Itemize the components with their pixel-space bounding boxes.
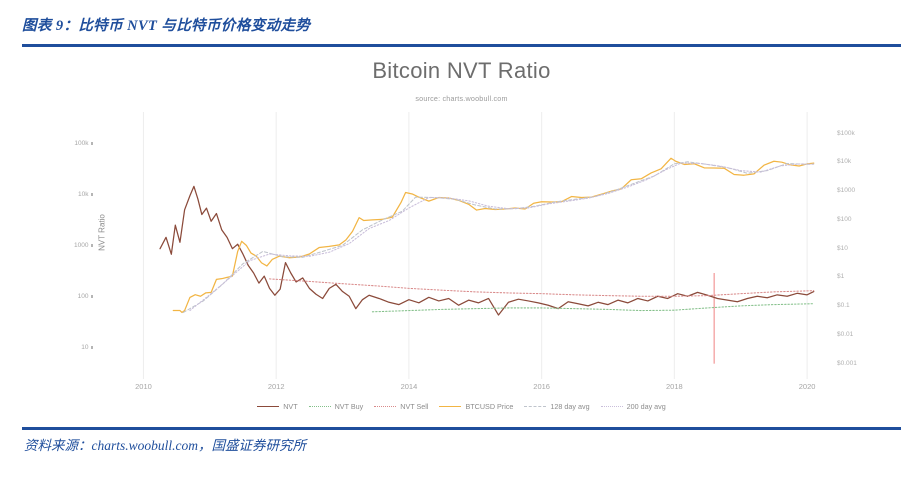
y-axis-label: NVT Ratio [97,214,107,251]
header-divider [22,44,901,47]
legend-item[interactable]: NVT Sell [374,402,428,411]
legend-swatch [600,406,623,407]
legend-label: BTCUSD Price [465,402,514,411]
series-line-nvt-buy [371,303,815,313]
legend-label: NVT Sell [400,402,429,411]
legend-item[interactable]: NVT Buy [308,402,364,411]
y-tick-label: 10 [33,344,93,351]
y2-tick-label: $0.1 [837,302,850,310]
legend-swatch [374,406,397,407]
y2-tick-label: $1 [837,273,845,281]
series-line-nvt-sell [269,278,815,297]
chart-container: Bitcoin NVT Ratio source: charts.woobull… [22,50,901,425]
y2-tick-label: $0.01 [837,330,854,338]
chart-legend: NVT NVT Buy NVT Sell BTCUSD Price 128 day av… [22,402,901,411]
legend-item[interactable]: BTCUSD Price [439,402,513,411]
y2-tick-label: $10 [837,244,848,252]
legend-swatch [308,406,331,407]
x-tick-label: 2018 [666,382,683,391]
legend-item[interactable]: 200 day avg [600,402,666,411]
legend-item[interactable]: 128 day avg [524,402,590,411]
x-tick-label: 2016 [533,382,550,391]
chart-subtitle: source: charts.woobull.com [415,94,508,103]
legend-label: NVT [283,402,298,411]
legend-label: 200 day avg [626,402,666,411]
y2-tick-label: $10k [837,158,852,166]
source-text: 资料来源：charts.woobull.com，国盛证券研究所 [24,438,306,453]
y-tick-label: 10k [33,191,93,198]
footer-divider [22,427,901,430]
y-tick-label: 100k [33,140,93,147]
legend-swatch [257,406,280,407]
series-line-128-day-avg [182,161,815,314]
legend-label: 128 day avg [550,402,590,411]
chart-title: Bitcoin NVT Ratio [372,58,551,83]
figure-title: 图表 9：比特币 NVT 与比特币价格变动走势 [22,18,311,34]
y2-tick-label: $1000 [837,187,856,195]
chart-series-svg [142,112,815,379]
figure-header: 图表 9：比特币 NVT 与比特币价格变动走势 [22,14,902,48]
x-tick-label: 2012 [267,382,285,391]
series-line-btcusd-price [172,157,815,314]
x-tick-label: 2020 [798,382,816,391]
legend-item[interactable]: NVT [257,402,298,411]
plot-area: NVT Ratio 100k 10k 1000 100 10 $100k $10k $100… [74,112,857,391]
x-tick-label: 2010 [135,382,152,391]
series-line-nvt [159,185,815,316]
figure-footer: 资料来源：charts.woobull.com，国盛证券研究所 [24,434,904,458]
y-tick-label: 100 [33,293,93,300]
y2-tick-label: $100 [837,215,852,223]
series-line-200-day-avg [189,162,815,312]
legend-label: NVT Buy [334,402,364,411]
y2-tick-label: $100k [837,129,855,137]
y-tick-label: 1000 [33,242,93,249]
legend-swatch [439,406,462,407]
y2-tick-label: $0.001 [837,359,857,367]
legend-swatch [524,406,547,407]
x-tick-label: 2014 [400,382,418,391]
